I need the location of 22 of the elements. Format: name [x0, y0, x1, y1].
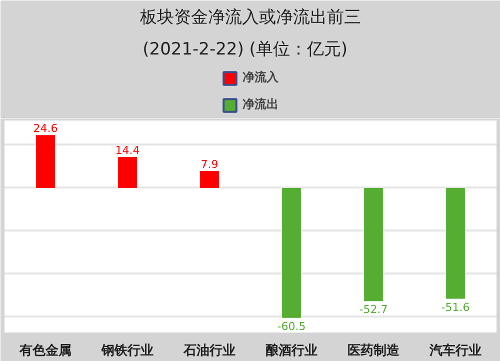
data-label: 14.4: [115, 144, 140, 158]
chart-subtitle: (2021-2-22) (单位：亿元): [142, 40, 348, 60]
bar: [446, 188, 465, 299]
bar: [36, 135, 55, 188]
data-label: -60.5: [277, 320, 306, 333]
x-tick-label: 石油行业: [182, 344, 236, 358]
bar: [200, 170, 219, 188]
x-tick-label: 汽车行业: [428, 342, 482, 358]
x-tick-label: 医药制造: [348, 342, 400, 358]
data-label: -52.7: [359, 303, 388, 316]
bar: [118, 157, 137, 188]
data-label: 7.9: [200, 158, 218, 171]
bar: [282, 188, 301, 318]
x-tick-label: 钢铁行业: [100, 344, 154, 358]
bar: [364, 188, 383, 302]
chart-title: 板块资金净流入或净流出前三: [139, 8, 361, 28]
legend-label: 净流入: [242, 69, 278, 86]
data-label: -51.6: [441, 300, 470, 314]
x-tick-label: 酿酒行业: [266, 342, 318, 358]
x-tick-label: 有色金属: [18, 344, 72, 358]
legend-label: 净流出: [242, 96, 278, 113]
data-label: 24.6: [33, 122, 58, 136]
